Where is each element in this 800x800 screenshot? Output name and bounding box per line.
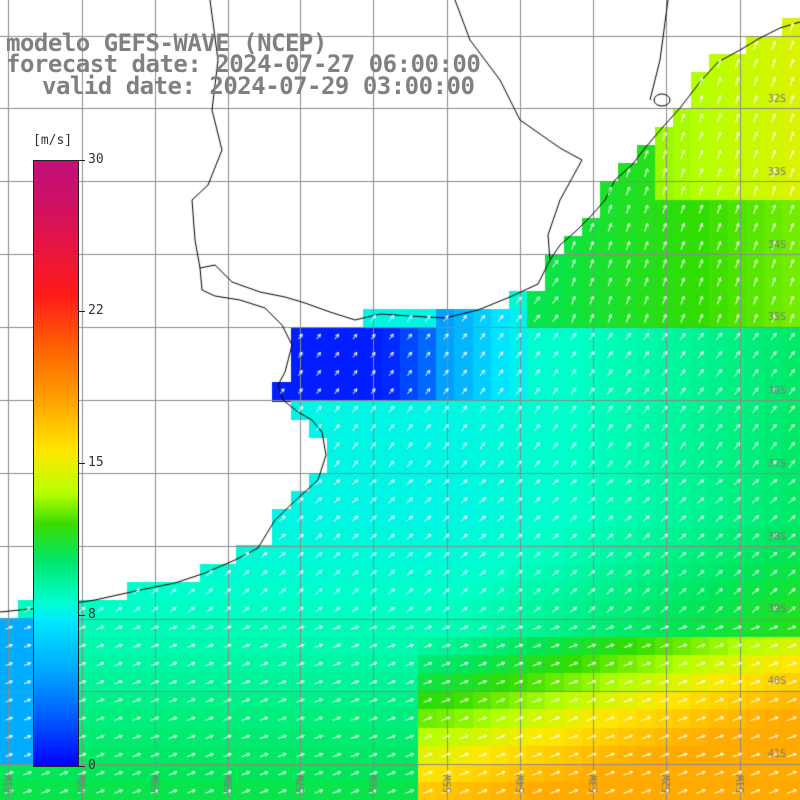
colorbar-label: 8 [88, 607, 96, 622]
colorbar-label: 0 [88, 758, 96, 773]
colorbar-label: 15 [88, 455, 104, 470]
colorbar-unit: [m/s] [33, 133, 73, 148]
model-title: modelo GEFS-WAVE (NCEP) [6, 29, 327, 57]
colorbar-tick [79, 463, 85, 464]
colorbar-tick [79, 160, 85, 161]
colorbar-tick [79, 311, 85, 312]
colorbar-tick [79, 766, 85, 767]
forecast-date: forecast date: 2024-07-27 06:00:00 [6, 50, 481, 78]
valid-date: valid date: 2024-07-29 03:00:00 [42, 72, 475, 100]
colorbar-label: 22 [88, 303, 104, 318]
colorbar-tick [79, 615, 85, 616]
colorbar-label: 30 [88, 152, 104, 167]
colorbar [33, 160, 79, 767]
